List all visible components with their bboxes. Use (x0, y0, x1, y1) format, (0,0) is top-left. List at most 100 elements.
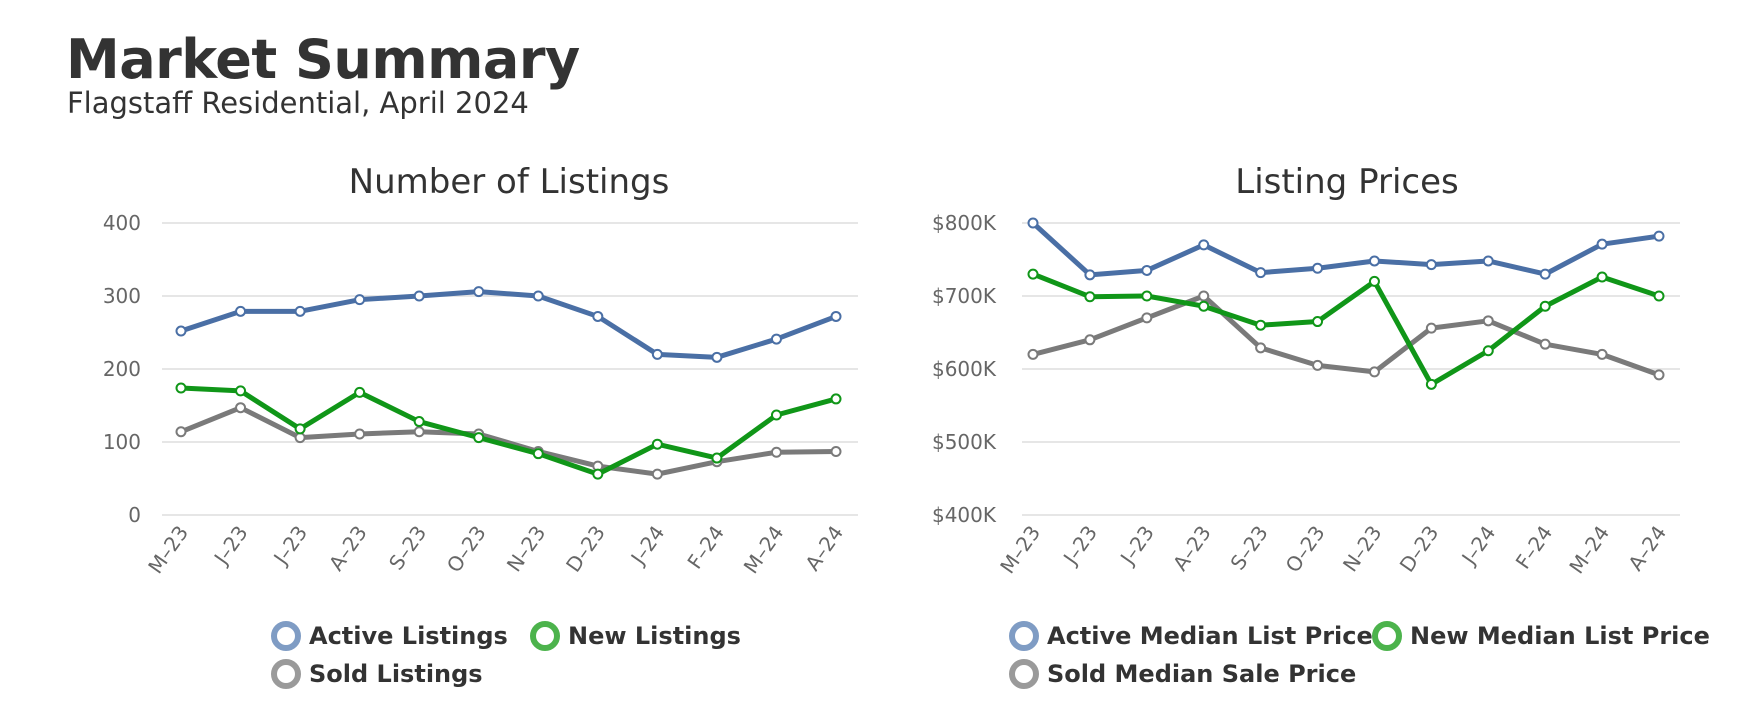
legend-item-new[interactable]: New Listings (530, 621, 741, 651)
data-point-active (592, 310, 604, 322)
legend-item-active[interactable]: Active Listings (271, 621, 508, 651)
x-tick-label: J–24 (625, 521, 670, 570)
data-point-new (1198, 300, 1210, 312)
data-point-active (354, 294, 366, 306)
series-line-active (178, 289, 839, 360)
legend-marker (1372, 621, 1402, 651)
x-tick-label: J–24 (1456, 521, 1501, 570)
data-point-sold (1312, 359, 1324, 371)
x-tick-label: M–24 (739, 521, 789, 578)
series-line-active (1030, 220, 1662, 278)
y-tick-label: 100 (103, 430, 141, 454)
data-point-sold (294, 432, 306, 444)
y-tick-label: 200 (103, 357, 141, 381)
data-point-new (651, 438, 663, 450)
data-point-active (1141, 264, 1153, 276)
data-point-active (294, 305, 306, 317)
x-tick-label: N–23 (502, 521, 551, 576)
data-point-new (1368, 275, 1380, 287)
data-point-sold (1653, 369, 1665, 381)
page-title: Market Summary (66, 28, 580, 91)
data-point-new (532, 448, 544, 460)
series-line-sold (178, 405, 839, 477)
x-tick-label: O–23 (442, 521, 491, 577)
x-tick-label: M–23 (995, 521, 1045, 578)
data-point-sold (1482, 315, 1494, 327)
legend-label: Active Listings (309, 622, 508, 650)
y-tick-label: 300 (103, 284, 141, 308)
data-point-new (711, 452, 723, 464)
data-point-active (1653, 230, 1665, 242)
series-line-new (178, 385, 839, 477)
data-point-active (1482, 255, 1494, 267)
x-tick-label: J–23 (268, 521, 313, 570)
x-tick-label: F–24 (682, 521, 729, 573)
data-point-sold (830, 445, 842, 457)
data-point-active (1027, 217, 1039, 229)
data-point-sold (1255, 342, 1267, 354)
data-point-new (1141, 290, 1153, 302)
data-point-new (770, 409, 782, 421)
data-point-active (1312, 262, 1324, 274)
data-point-active (1198, 239, 1210, 251)
chart-title: Number of Listings (349, 162, 670, 202)
data-point-sold (1596, 348, 1608, 360)
data-point-sold (1141, 312, 1153, 324)
legend-item-new[interactable]: New Median List Price (1372, 621, 1710, 651)
data-point-active (473, 286, 485, 298)
data-point-new (1027, 268, 1039, 280)
x-tick-label: M–23 (143, 521, 193, 578)
data-point-sold (1027, 348, 1039, 360)
data-point-new (1084, 291, 1096, 303)
x-tick-label: F–24 (1511, 521, 1558, 573)
y-tick-label: 0 (128, 503, 141, 527)
series-line-new (1030, 271, 1662, 387)
x-tick-label: S–23 (1225, 521, 1272, 574)
legend-label: New Median List Price (1410, 622, 1710, 650)
x-tick-label: J–23 (1057, 521, 1102, 570)
legend-item-sold[interactable]: Sold Listings (271, 659, 483, 689)
data-point-active (651, 348, 663, 360)
data-point-sold (1368, 366, 1380, 378)
legend-item-sold[interactable]: Sold Median Sale Price (1009, 659, 1356, 689)
x-tick-label: O–23 (1281, 521, 1330, 577)
chart-0: Number of Listings 0 100 200 300 400 M–23 J–23 J… (103, 162, 858, 689)
data-point-sold (1539, 338, 1551, 350)
data-point-sold (413, 426, 425, 438)
data-point-active (1255, 267, 1267, 279)
data-point-active (1539, 268, 1551, 280)
x-tick-label: A–23 (324, 521, 372, 575)
data-point-sold (651, 468, 663, 480)
chart-1: Listing Prices $400K $500K $600K $700K $800K M… (932, 162, 1710, 689)
y-tick-label: $600K (932, 357, 997, 381)
data-point-active (175, 325, 187, 337)
legend-label: Sold Median Sale Price (1047, 660, 1356, 688)
data-point-new (1596, 271, 1608, 283)
data-point-sold (1084, 334, 1096, 346)
legend-marker (1009, 659, 1039, 689)
legend-item-active[interactable]: Active Median List Price (1009, 621, 1373, 651)
series-line-sold (1030, 293, 1662, 378)
data-point-new (592, 468, 604, 480)
chart-title: Listing Prices (1235, 162, 1458, 202)
data-point-active (1425, 259, 1437, 271)
x-tick-label: D–23 (1395, 521, 1444, 576)
data-point-active (1596, 238, 1608, 250)
legend-label: New Listings (568, 622, 741, 650)
data-point-new (1312, 316, 1324, 328)
x-tick-label: N–23 (1338, 521, 1387, 576)
data-point-active (711, 351, 723, 363)
x-tick-label: A–24 (1623, 521, 1671, 575)
y-tick-label: $800K (932, 211, 997, 235)
x-tick-label: M–24 (1564, 521, 1614, 578)
y-tick-label: $500K (932, 430, 997, 454)
legend-label: Active Median List Price (1047, 622, 1373, 650)
data-point-sold (235, 402, 247, 414)
legend-marker (271, 621, 301, 651)
y-tick-label: $400K (932, 503, 997, 527)
data-point-new (1653, 290, 1665, 302)
data-point-new (473, 432, 485, 444)
data-point-sold (175, 426, 187, 438)
data-point-new (1539, 300, 1551, 312)
x-tick-label: J–23 (208, 521, 253, 570)
